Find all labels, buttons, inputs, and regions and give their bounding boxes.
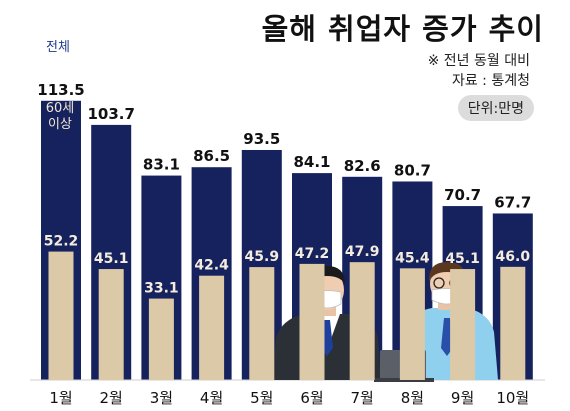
legend-senior-label: 60세 이상 (45, 101, 75, 132)
senior-bar (299, 263, 325, 380)
comparison-note: ※ 전년 동월 대비 (427, 53, 530, 69)
month-tick-label: 10월 (496, 389, 529, 407)
senior-value-label: 45.4 (395, 250, 430, 266)
senior-value-label: 45.9 (245, 249, 280, 265)
worker-necktie (441, 318, 453, 356)
total-value-label: 86.5 (193, 147, 230, 165)
senior-bar (48, 251, 74, 380)
month-tick-label: 8월 (401, 389, 424, 407)
month-tick-label: 6월 (300, 389, 323, 407)
senior-value-label: 47.9 (345, 244, 380, 260)
month-tick-label: 1월 (49, 389, 72, 407)
month-tick-label: 2월 (100, 389, 123, 407)
total-value-label: 70.7 (444, 186, 481, 204)
worker-hair (428, 262, 467, 282)
senior-bar (450, 269, 476, 380)
total-value-label: 84.1 (293, 153, 330, 171)
senior-value-label: 42.4 (194, 258, 229, 274)
total-value-label: 82.6 (344, 157, 381, 175)
senior-bar (500, 266, 526, 380)
total-value-label: 103.7 (87, 105, 134, 123)
senior-value-label: 52.2 (44, 234, 79, 250)
senior-value-label: 45.1 (445, 251, 480, 267)
month-tick-label: 7월 (351, 389, 374, 407)
senior-bar (98, 269, 124, 380)
unit-badge: 단위:만명 (457, 95, 534, 121)
senior-value-label: 46.0 (496, 249, 531, 265)
senior-bar (399, 268, 425, 380)
month-tick-label: 9월 (451, 389, 474, 407)
legend-total-label: 전체 (46, 40, 70, 55)
source-note: 자료 : 통계청 (451, 73, 530, 89)
senior-value-label: 45.1 (94, 251, 129, 267)
glasses-left-lens (433, 277, 445, 289)
senior-bar (349, 262, 375, 380)
senior-bar (148, 298, 174, 380)
total-value-label: 80.7 (394, 161, 431, 179)
total-value-label: 93.5 (243, 130, 280, 148)
month-tick-label: 3월 (150, 389, 173, 407)
total-value-label: 113.5 (37, 81, 84, 99)
total-value-label: 83.1 (143, 156, 180, 174)
senior-bar (199, 275, 225, 380)
total-value-label: 67.7 (494, 193, 531, 211)
senior-value-label: 33.1 (144, 281, 179, 297)
month-tick-label: 4월 (200, 389, 223, 407)
senior-value-label: 47.2 (295, 246, 330, 262)
month-tick-label: 5월 (250, 389, 273, 407)
chart-title: 올해 취업자 증가 추이 (261, 12, 544, 46)
senior-bar (249, 267, 275, 380)
